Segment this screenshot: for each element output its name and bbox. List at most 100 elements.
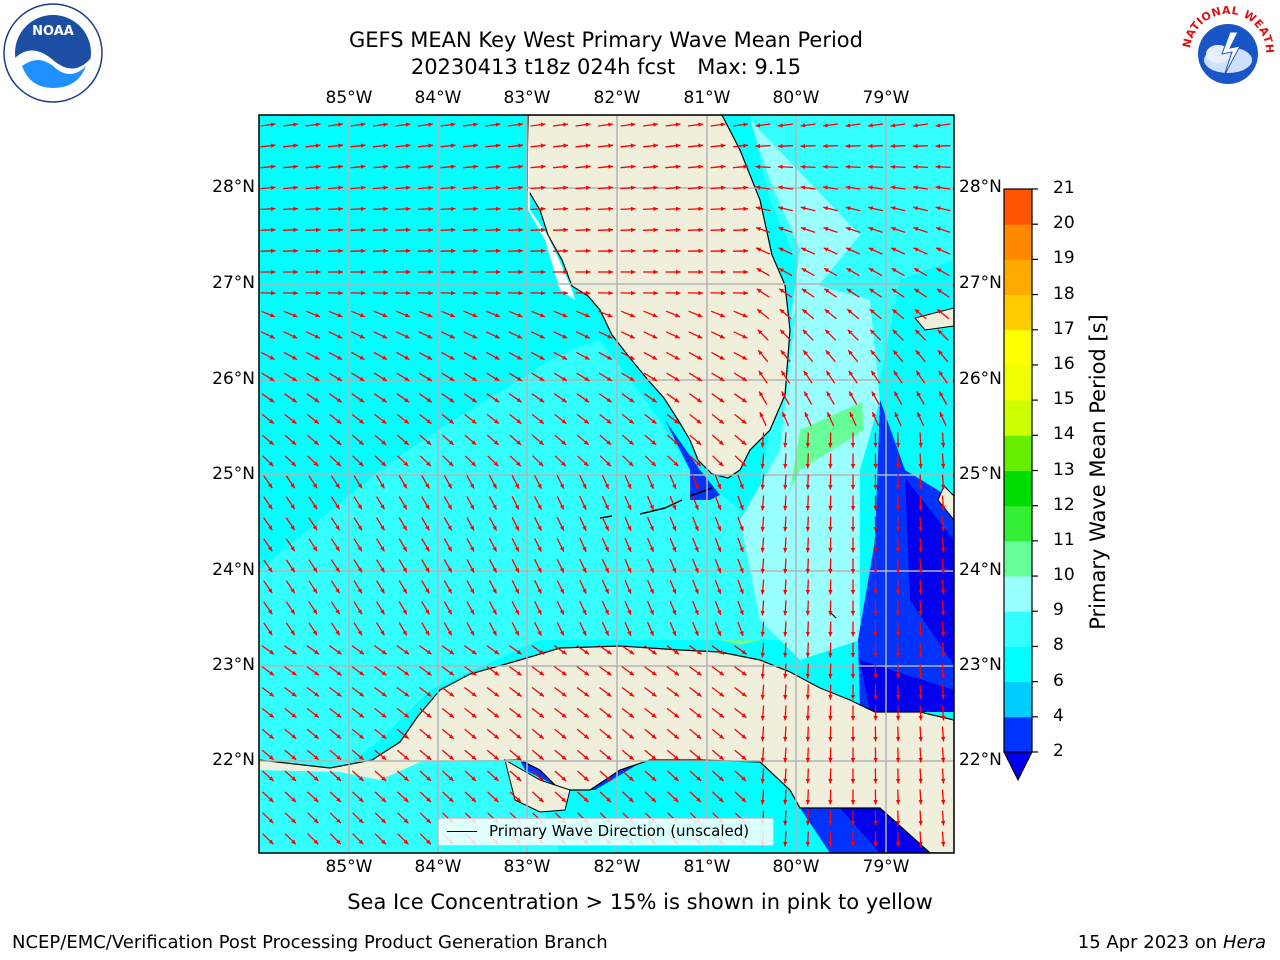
- wave-arrow: [282, 143, 299, 148]
- wave-arrow: [778, 267, 793, 277]
- wave-arrow: [306, 393, 320, 403]
- wave-arrow: [642, 164, 659, 169]
- wave-arrow: [760, 432, 765, 448]
- wave-arrow: [665, 310, 681, 318]
- wave-arrow: [868, 226, 883, 234]
- wave-arrow: [622, 455, 634, 467]
- wave-arrow: [556, 622, 565, 636]
- wave-arrow: [443, 475, 453, 489]
- wave-arrow: [760, 642, 765, 658]
- forecast-run-label: 20230413 t18z 024h fcst: [410, 55, 676, 79]
- wave-arrow: [463, 310, 478, 318]
- wave-arrow: [307, 455, 319, 467]
- wave-arrow: [599, 770, 612, 782]
- wave-arrow: [440, 227, 456, 233]
- wave-arrow: [918, 831, 923, 847]
- wave-arrow: [913, 267, 928, 277]
- wave-arrow: [711, 749, 725, 761]
- sea-ice-note: Sea Ice Concentration > 15% is shown in …: [347, 890, 933, 914]
- wave-arrow: [941, 495, 946, 511]
- wave-arrow: [552, 206, 569, 211]
- wave-arrow: [488, 475, 498, 489]
- wave-arrow: [353, 580, 363, 594]
- wave-arrow: [507, 185, 524, 190]
- wave-arrow: [714, 537, 722, 553]
- wave-arrow: [327, 164, 344, 169]
- wave-arrow: [918, 516, 923, 532]
- wave-arrow: [488, 580, 498, 594]
- lon-label-top-2: 83°W: [503, 88, 551, 108]
- wave-arrow: [398, 475, 408, 489]
- wave-arrow: [871, 391, 880, 405]
- wave-arrow: [306, 372, 320, 382]
- wave-arrow: [601, 621, 610, 637]
- wave-arrow: [440, 269, 456, 275]
- wave-arrow: [530, 331, 546, 339]
- wave-arrow: [262, 455, 274, 467]
- wave-arrow: [440, 310, 456, 318]
- wave-arrow: [734, 455, 747, 467]
- wave-arrow: [938, 370, 948, 384]
- wave-arrow: [913, 185, 928, 190]
- wave-arrow: [624, 600, 632, 616]
- wave-arrow: [666, 770, 680, 782]
- wave-arrow: [260, 331, 276, 339]
- wave-arrow: [918, 432, 923, 448]
- wave-arrow: [805, 768, 810, 784]
- wave-arrow: [873, 453, 878, 469]
- wave-arrow: [760, 621, 765, 637]
- wave-arrow: [511, 496, 520, 510]
- wave-arrow: [890, 206, 906, 212]
- wave-arrow: [868, 267, 883, 277]
- wave-arrow: [800, 226, 816, 234]
- wave-arrow: [531, 434, 545, 446]
- wave-arrow: [530, 143, 546, 148]
- wave-arrow: [643, 122, 658, 127]
- wave-arrow: [531, 770, 545, 782]
- wave-arrow: [283, 351, 298, 361]
- wave-arrow: [687, 248, 704, 254]
- wave-arrow: [783, 747, 788, 763]
- wave-arrow: [711, 372, 725, 382]
- wave-arrow: [329, 645, 342, 655]
- wave-arrow: [714, 474, 722, 490]
- wave-arrow: [597, 185, 614, 190]
- wave-arrow: [283, 372, 298, 382]
- wave-arrow: [783, 642, 788, 658]
- wave-arrow: [850, 768, 856, 784]
- wave-arrow: [828, 705, 833, 721]
- wave-arrow: [556, 559, 565, 573]
- wave-arrow: [554, 434, 567, 446]
- wave-arrow: [783, 432, 788, 448]
- wave-arrow: [417, 248, 434, 254]
- wave-arrow: [421, 517, 430, 531]
- wave-arrow: [330, 580, 341, 594]
- wave-arrow: [351, 770, 365, 782]
- wave-arrow: [644, 645, 657, 655]
- wave-arrow: [621, 351, 635, 361]
- wave-arrow: [531, 393, 545, 403]
- wave-arrow: [263, 517, 273, 531]
- wave-arrow: [509, 434, 522, 446]
- lat-label-right-2: 26°N: [959, 369, 1002, 389]
- wave-arrow: [666, 351, 680, 361]
- wave-arrow: [642, 206, 659, 211]
- wave-arrow: [689, 434, 702, 446]
- wave-arrow: [601, 579, 610, 595]
- wave-arrow: [895, 663, 901, 679]
- wave-arrow: [601, 516, 610, 532]
- colorbar-segment-13: [1004, 259, 1032, 296]
- wave-arrow: [895, 684, 901, 700]
- wave-arrow: [509, 645, 522, 655]
- colorbar-segment-1: [1004, 681, 1032, 718]
- wave-arrow: [828, 831, 833, 847]
- wave-arrow: [666, 372, 680, 382]
- map-gridlines: [259, 115, 954, 853]
- wave-arrow: [441, 393, 455, 403]
- wave-arrow: [329, 455, 342, 467]
- wave-arrow: [350, 227, 366, 233]
- wave-arrow: [466, 517, 475, 531]
- wave-arrow: [441, 686, 455, 698]
- wave-arrow: [534, 517, 542, 531]
- wave-arrow: [486, 728, 500, 740]
